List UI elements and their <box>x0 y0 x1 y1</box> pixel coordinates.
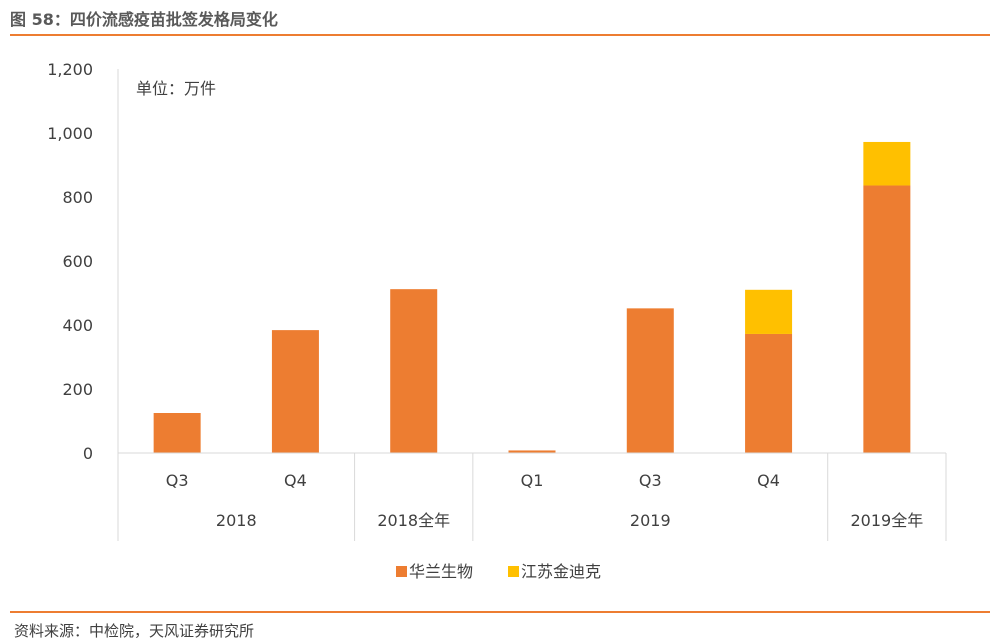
x-axis: Q3 Q4 Q1 Q3 Q4 2018 2018全年 2019 2019全年 <box>117 452 947 541</box>
bar-jindike-6 <box>863 141 911 186</box>
bar-hualan-1 <box>271 330 319 453</box>
y-axis: 0 200 400 600 800 1,000 1,200 <box>47 60 119 463</box>
y-tick-label: 200 <box>62 380 93 399</box>
y-tick-label: 1,000 <box>47 124 93 143</box>
bar-hualan-4 <box>626 308 674 453</box>
unit-note: 单位：万件 <box>136 79 216 98</box>
bar-hualan-3 <box>508 450 556 453</box>
y-tick-label: 1,200 <box>47 60 93 79</box>
bar-jindike-5 <box>745 289 793 334</box>
legend-label: 华兰生物 <box>409 562 473 581</box>
y-tick-label: 0 <box>83 444 93 463</box>
y-tick-label: 600 <box>62 252 93 271</box>
x-group-label: 2018全年 <box>377 511 450 530</box>
bottom-rule <box>10 611 990 613</box>
bar-hualan-6 <box>863 185 911 454</box>
bar-hualan-5 <box>745 333 793 453</box>
stacked-bar-chart: 0 200 400 600 800 1,000 1,200 Q3 Q4 Q1 Q3 Q4 2018 20… <box>47 60 947 581</box>
source-note: 资料来源：中检院，天风证券研究所 <box>14 622 255 640</box>
x-group-label: 2018 <box>216 511 257 530</box>
x-tick-label: Q3 <box>639 471 662 490</box>
legend: 华兰生物 江苏金迪克 <box>396 562 601 581</box>
bars <box>153 141 911 454</box>
x-tick-label: Q4 <box>284 471 307 490</box>
x-tick-label: Q3 <box>166 471 189 490</box>
y-tick-label: 800 <box>62 188 93 207</box>
legend-swatch <box>396 566 407 577</box>
y-tick-label: 400 <box>62 316 93 335</box>
x-tick-label: Q1 <box>521 471 544 490</box>
bar-hualan-2 <box>390 289 438 453</box>
top-rule <box>10 34 990 36</box>
legend-swatch <box>508 566 519 577</box>
legend-label: 江苏金迪克 <box>521 562 601 581</box>
x-tick-label: Q4 <box>757 471 780 490</box>
x-group-label: 2019全年 <box>850 511 923 530</box>
bar-hualan-0 <box>153 413 201 453</box>
x-group-label: 2019 <box>630 511 671 530</box>
figure-title: 图 58：四价流感疫苗批签发格局变化 <box>10 10 278 29</box>
